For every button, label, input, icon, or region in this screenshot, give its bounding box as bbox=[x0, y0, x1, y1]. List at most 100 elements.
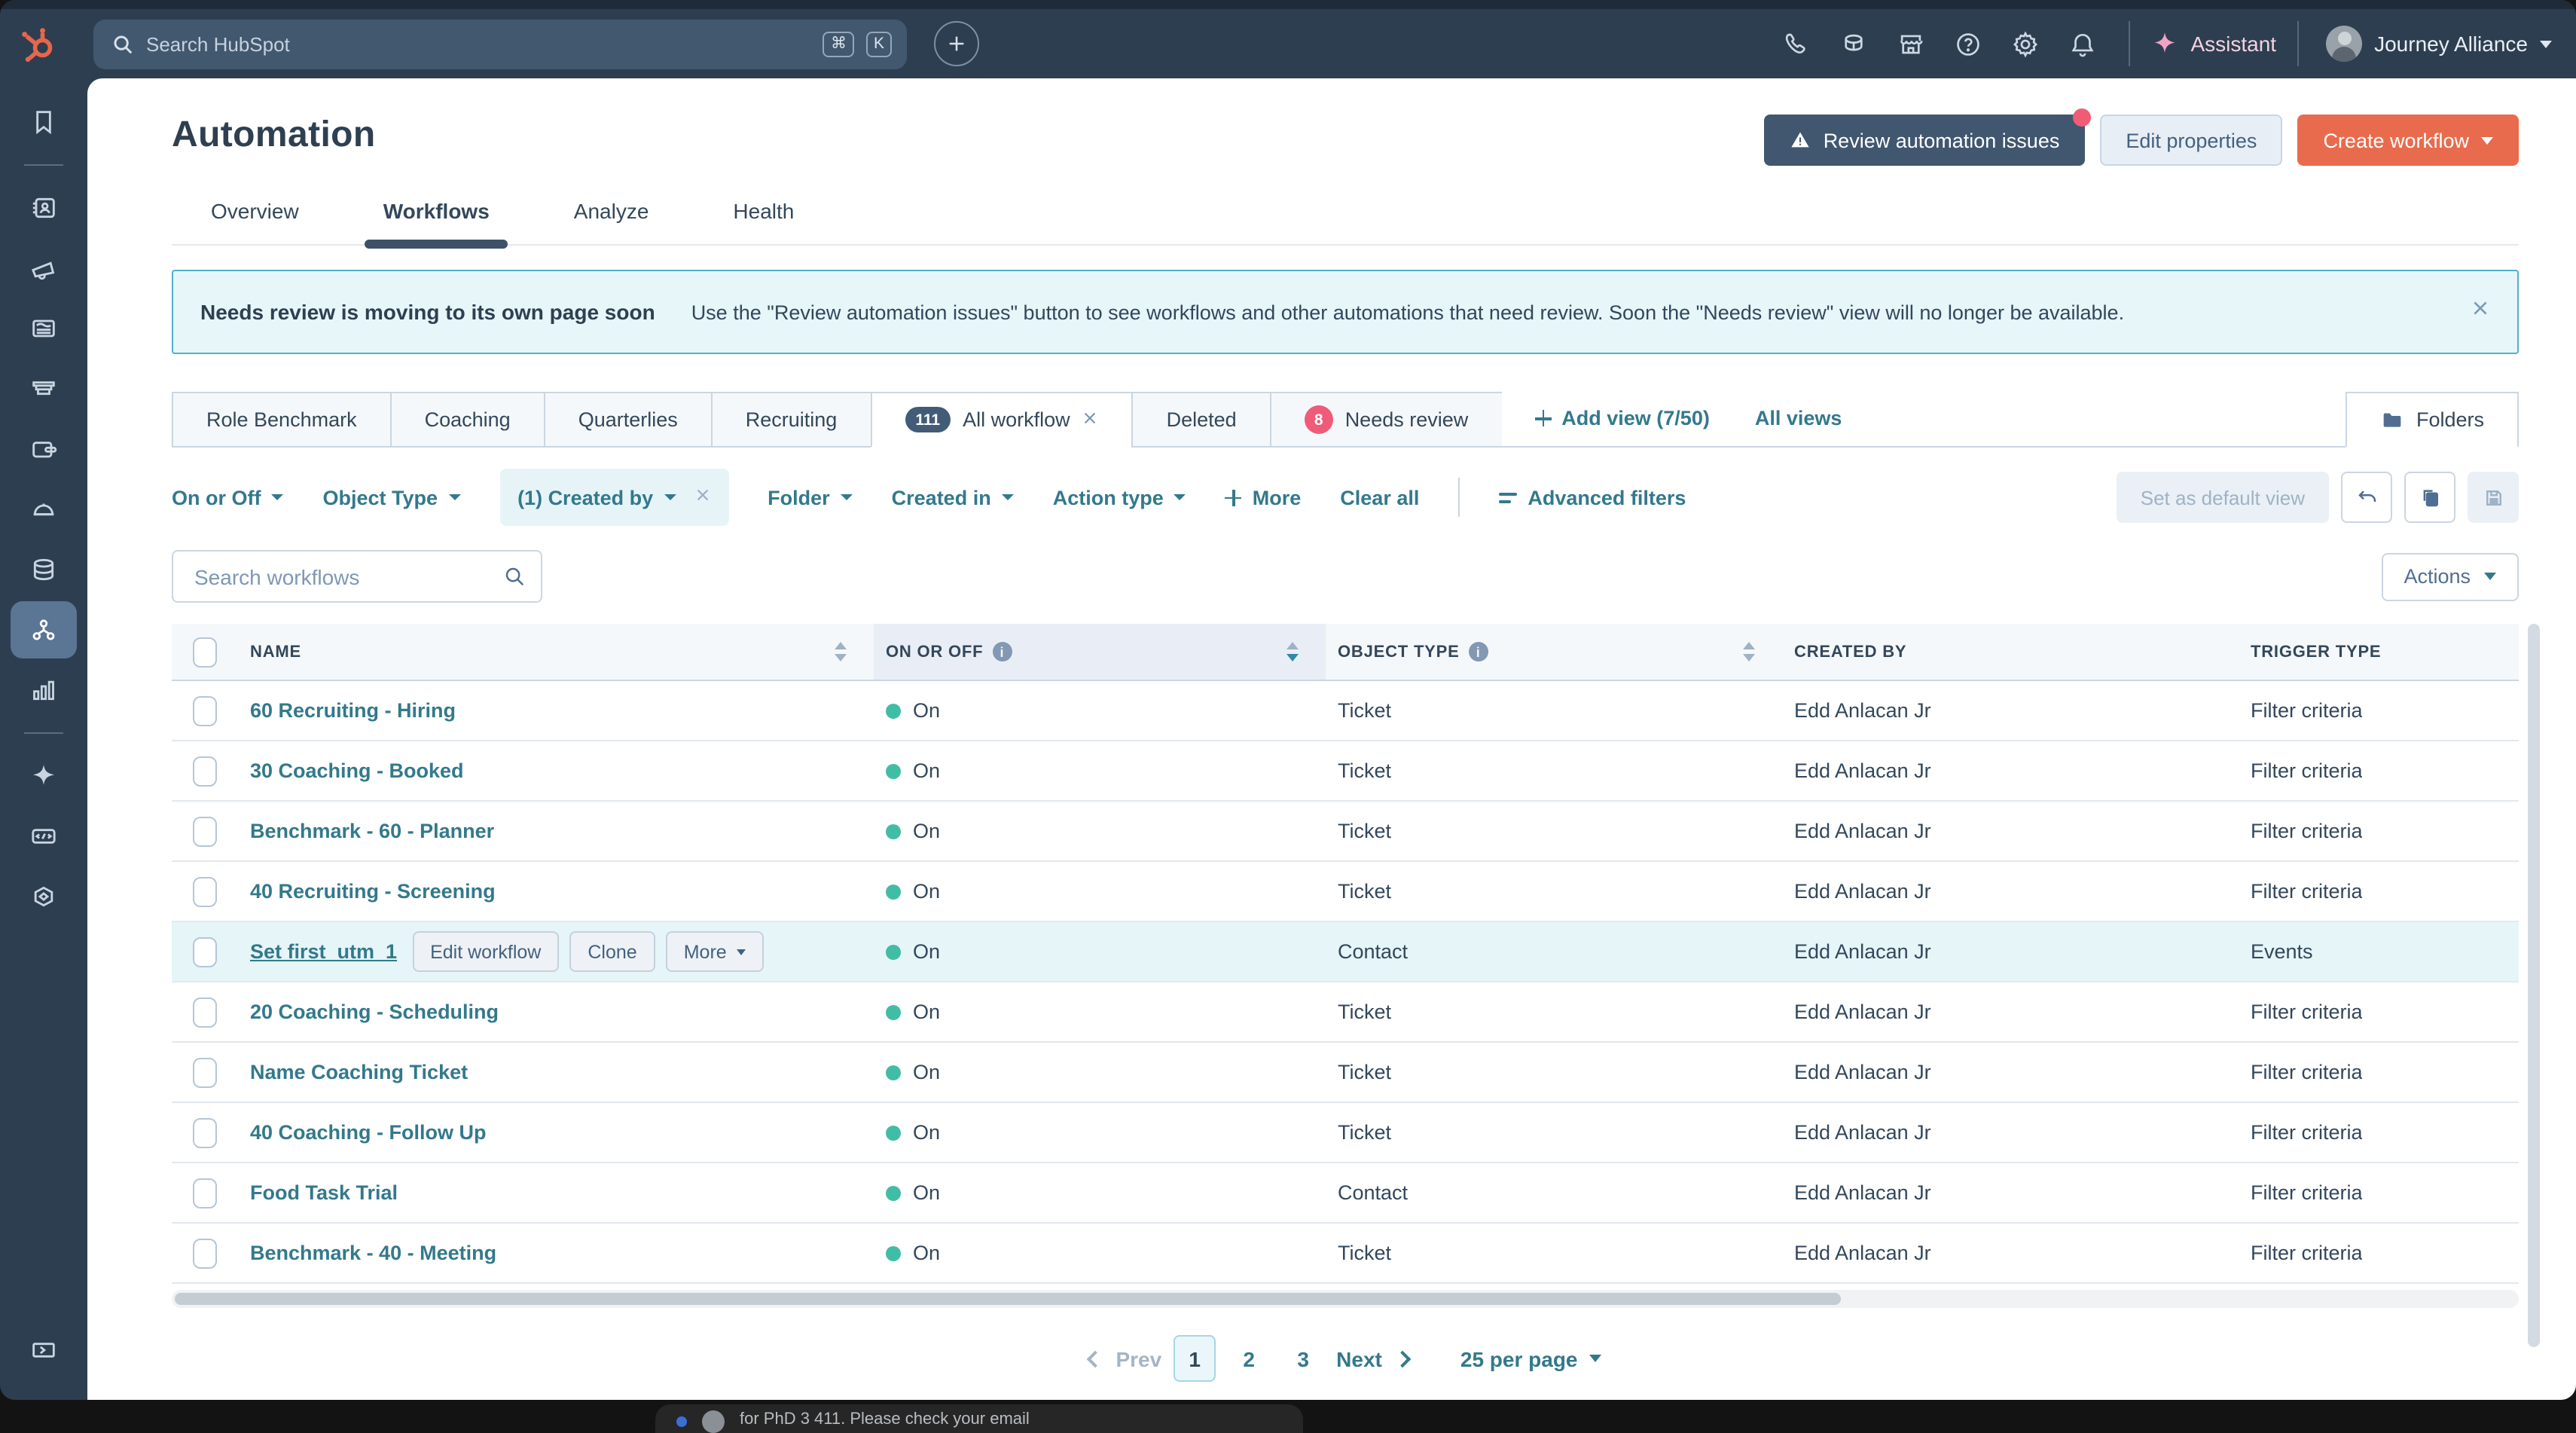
folders-tab[interactable]: Folders bbox=[2345, 392, 2519, 448]
commerce-icon[interactable] bbox=[11, 420, 77, 478]
tab-analyze[interactable]: Analyze bbox=[573, 199, 649, 223]
sales-icon[interactable] bbox=[11, 360, 77, 417]
copy-icon[interactable] bbox=[2404, 472, 2455, 523]
reporting-icon[interactable] bbox=[11, 662, 77, 719]
info-icon[interactable]: i bbox=[1468, 642, 1488, 662]
row-checkbox[interactable] bbox=[193, 876, 217, 906]
marketplace-icon[interactable] bbox=[1885, 18, 1936, 69]
page-button-2[interactable]: 2 bbox=[1243, 1346, 1255, 1370]
automation-icon[interactable] bbox=[11, 601, 77, 658]
developer-icon[interactable] bbox=[11, 808, 77, 865]
quick-add-button[interactable] bbox=[934, 21, 979, 66]
all-views-link[interactable]: All views bbox=[1755, 407, 1842, 429]
row-checkbox[interactable] bbox=[193, 695, 217, 726]
table-row[interactable]: Set first_utm_1 Edit workflow Clone More O… bbox=[172, 922, 2519, 982]
calling-icon[interactable] bbox=[1770, 18, 1821, 69]
tab-workflows[interactable]: Workflows bbox=[365, 199, 507, 249]
workflow-name-link[interactable]: Food Task Trial bbox=[250, 1181, 398, 1204]
column-header-on-or-off[interactable]: ON OR OFF i bbox=[886, 642, 1012, 662]
table-row[interactable]: 60 Recruiting - Hiring On Ticket Edd Anl… bbox=[172, 681, 2519, 741]
tab-overview[interactable]: Overview bbox=[211, 199, 299, 223]
workflow-search[interactable] bbox=[172, 550, 542, 603]
workflow-search-input[interactable] bbox=[194, 564, 491, 588]
row-checkbox[interactable] bbox=[193, 997, 217, 1027]
sort-icons[interactable] bbox=[1286, 642, 1299, 662]
service-icon[interactable] bbox=[11, 481, 77, 538]
clear-all-link[interactable]: Clear all bbox=[1340, 486, 1419, 509]
row-checkbox[interactable] bbox=[193, 1117, 217, 1147]
expand-icon[interactable] bbox=[11, 1321, 77, 1379]
workflow-name-link[interactable]: 40 Recruiting - Screening bbox=[250, 880, 496, 903]
prev-page-button[interactable]: Prev bbox=[1086, 1346, 1161, 1370]
row-checkbox[interactable] bbox=[193, 1057, 217, 1087]
actions-button[interactable]: Actions bbox=[2381, 552, 2519, 600]
tab-health[interactable]: Health bbox=[733, 199, 795, 223]
workflow-name-link[interactable]: 40 Coaching - Follow Up bbox=[250, 1121, 487, 1144]
set-default-view-button[interactable]: Set as default view bbox=[2116, 472, 2329, 523]
edit-workflow-button[interactable]: Edit workflow bbox=[412, 931, 560, 972]
remove-filter-icon[interactable] bbox=[694, 484, 710, 511]
vertical-scrollbar[interactable] bbox=[2528, 624, 2540, 1347]
column-header-created-by[interactable]: CREATED BY bbox=[1794, 643, 1907, 661]
view-tab-deleted[interactable]: Deleted bbox=[1131, 392, 1270, 448]
workflow-name-link[interactable]: Benchmark - 60 - Planner bbox=[250, 820, 495, 842]
global-search[interactable]: ⌘ K bbox=[93, 19, 907, 69]
workflow-name-link[interactable]: 20 Coaching - Scheduling bbox=[250, 1001, 499, 1023]
filter-object-type[interactable]: Object Type bbox=[323, 486, 461, 509]
horizontal-scrollbar-thumb[interactable] bbox=[175, 1293, 1842, 1305]
table-row[interactable]: Food Task Trial On Contact Edd Anlacan J… bbox=[172, 1163, 2519, 1224]
ops-icon[interactable] bbox=[11, 868, 77, 925]
data-icon[interactable] bbox=[11, 541, 77, 598]
close-icon[interactable] bbox=[2471, 298, 2490, 325]
row-checkbox[interactable] bbox=[193, 816, 217, 846]
content-icon[interactable] bbox=[11, 300, 77, 357]
horizontal-scrollbar[interactable] bbox=[172, 1290, 2519, 1308]
per-page-selector[interactable]: 25 per page bbox=[1460, 1346, 1602, 1370]
bookmarks-icon[interactable] bbox=[11, 93, 77, 151]
row-checkbox[interactable] bbox=[193, 1238, 217, 1268]
sort-icons[interactable] bbox=[1743, 642, 1755, 662]
academy-icon[interactable] bbox=[1827, 18, 1879, 69]
view-tab-role-benchmark[interactable]: Role Benchmark bbox=[172, 392, 390, 448]
row-checkbox[interactable] bbox=[193, 756, 217, 786]
undo-icon[interactable] bbox=[2341, 472, 2392, 523]
close-icon[interactable] bbox=[1082, 408, 1099, 431]
column-header-name[interactable]: NAME bbox=[250, 643, 301, 661]
view-tab-needs-review[interactable]: 8 Needs review bbox=[1269, 392, 1502, 448]
hubspot-logo-icon[interactable] bbox=[18, 24, 57, 63]
account-menu[interactable]: Journey Alliance bbox=[2326, 26, 2552, 62]
filter-on-or-off[interactable]: On or Off bbox=[172, 486, 284, 509]
row-checkbox[interactable] bbox=[193, 936, 217, 967]
filter-created-by-active[interactable]: (1) Created by bbox=[499, 469, 729, 526]
column-header-object-type[interactable]: OBJECT TYPE i bbox=[1338, 642, 1488, 662]
edit-properties-button[interactable]: Edit properties bbox=[2100, 115, 2283, 166]
add-view-link[interactable]: Add view (7/50) bbox=[1534, 407, 1710, 429]
help-icon[interactable] bbox=[1942, 18, 1993, 69]
workflow-name-link[interactable]: 30 Coaching - Booked bbox=[250, 759, 464, 782]
filter-created-in[interactable]: Created in bbox=[892, 486, 1014, 509]
workflow-name-link[interactable]: Benchmark - 40 - Meeting bbox=[250, 1242, 497, 1264]
workflow-name-link[interactable]: Name Coaching Ticket bbox=[250, 1061, 469, 1083]
more-filters-link[interactable]: More bbox=[1225, 486, 1301, 509]
save-icon[interactable] bbox=[2468, 472, 2519, 523]
workflow-name-link[interactable]: Set first_utm_1 bbox=[250, 940, 398, 963]
view-tab-quarterlies[interactable]: Quarterlies bbox=[543, 392, 711, 448]
advanced-filters-link[interactable]: Advanced filters bbox=[1499, 486, 1686, 509]
table-row[interactable]: 30 Coaching - Booked On Ticket Edd Anlac… bbox=[172, 741, 2519, 802]
clone-button[interactable]: Clone bbox=[569, 931, 655, 972]
view-tab-all-workflows[interactable]: 111 All workflow bbox=[870, 392, 1132, 448]
next-page-button[interactable]: Next bbox=[1336, 1346, 1412, 1370]
view-tab-recruiting[interactable]: Recruiting bbox=[710, 392, 871, 448]
table-row[interactable]: 20 Coaching - Scheduling On Ticket Edd A… bbox=[172, 982, 2519, 1043]
crm-contacts-icon[interactable] bbox=[11, 179, 77, 237]
page-button-1[interactable]: 1 bbox=[1174, 1335, 1216, 1382]
filter-action-type[interactable]: Action type bbox=[1053, 486, 1186, 509]
assistant-button[interactable]: Assistant bbox=[2151, 30, 2276, 57]
table-row[interactable]: 40 Recruiting - Screening On Ticket Edd … bbox=[172, 862, 2519, 922]
more-button[interactable]: More bbox=[665, 931, 765, 972]
search-input[interactable] bbox=[146, 32, 811, 55]
info-icon[interactable]: i bbox=[992, 642, 1012, 662]
review-automation-issues-button[interactable]: Review automation issues bbox=[1764, 108, 2092, 166]
breeze-icon[interactable] bbox=[11, 747, 77, 805]
table-row[interactable]: Benchmark - 40 - Meeting On Ticket Edd A… bbox=[172, 1224, 2519, 1284]
